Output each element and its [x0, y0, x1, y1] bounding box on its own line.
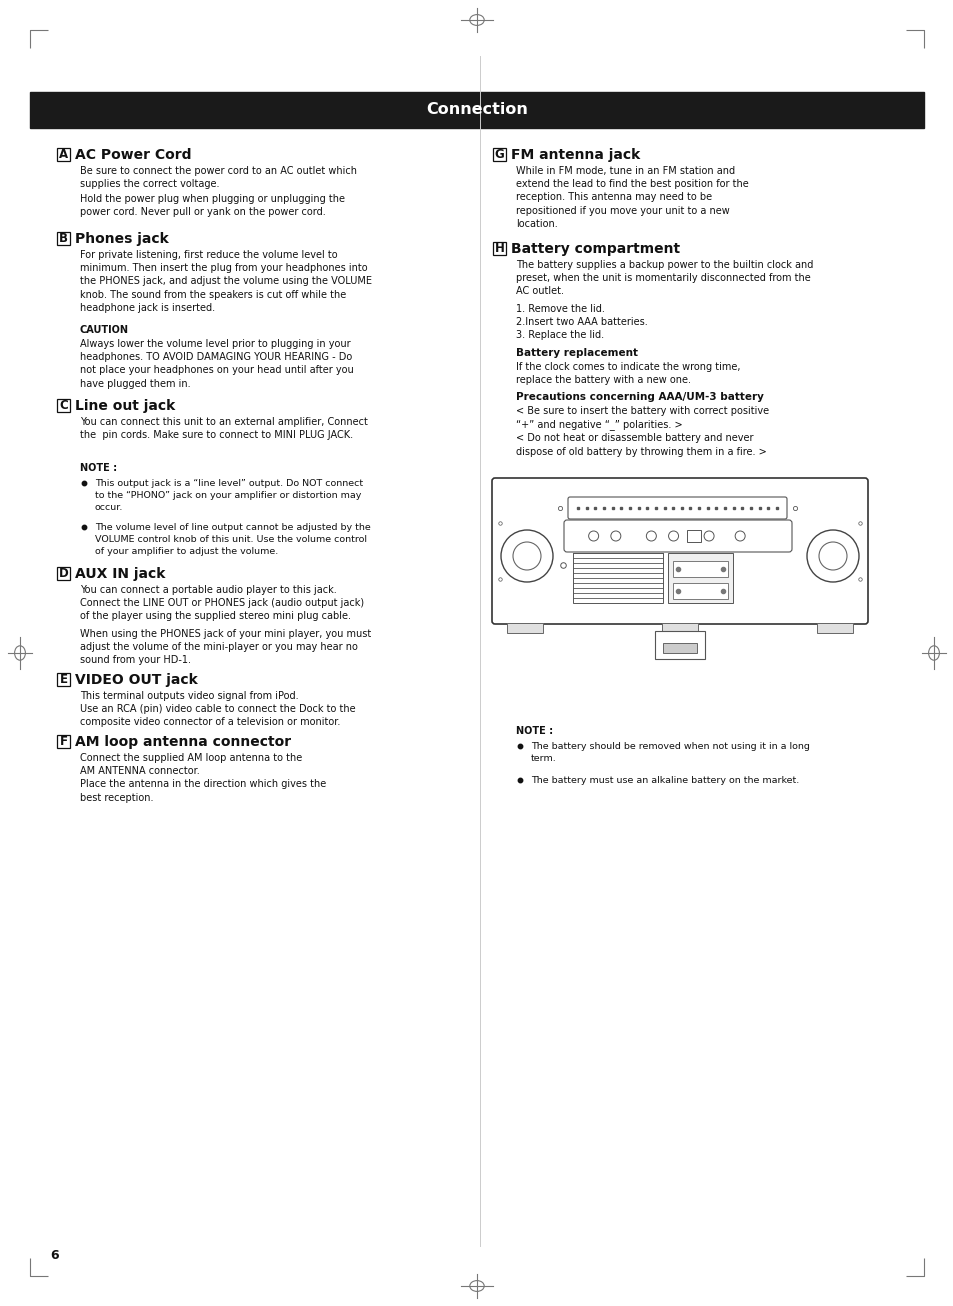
Bar [667, 552, 732, 603]
Text: For private listening, first reduce the volume level to
minimum. Then insert the: For private listening, first reduce the … [80, 249, 372, 313]
Bar [573, 552, 662, 603]
Text: Connection: Connection [426, 102, 527, 118]
Text: Always lower the volume level prior to plugging in your
headphones. TO AVOID DAM: Always lower the volume level prior to p… [80, 340, 354, 389]
Text: H: H [494, 242, 504, 255]
Bar [57, 232, 70, 246]
Text: F: F [59, 735, 68, 748]
Text: While in FM mode, tune in an FM station and
extend the lead to find the best pos: While in FM mode, tune in an FM station … [516, 166, 748, 229]
Bar [57, 735, 70, 748]
Circle shape [610, 532, 620, 541]
Text: CAUTION: CAUTION [80, 325, 129, 336]
Text: C: C [59, 400, 68, 411]
Text: If the clock comes to indicate the wrong time,
replace the battery with a new on: If the clock comes to indicate the wrong… [516, 362, 740, 385]
Bar [672, 582, 727, 599]
Text: This output jack is a “line level” output. Do NOT connect
to the “PHONO” jack on: This output jack is a “line level” outpu… [95, 479, 363, 512]
Circle shape [646, 532, 656, 541]
Text: G: G [494, 148, 504, 161]
Circle shape [703, 532, 714, 541]
Text: The volume level of line output cannot be adjusted by the
VOLUME control knob of: The volume level of line output cannot b… [95, 522, 371, 555]
Text: You can connect this unit to an external amplifier, Connect
the  pin cords. Make: You can connect this unit to an external… [80, 417, 368, 440]
Bar [661, 623, 698, 633]
Circle shape [588, 532, 598, 541]
Text: < Be sure to insert the battery with correct positive
“+” and negative “_” polar: < Be sure to insert the battery with cor… [516, 406, 768, 457]
FancyBboxPatch shape [563, 520, 791, 552]
Circle shape [668, 532, 678, 541]
Text: NOTE :: NOTE : [80, 464, 117, 473]
Bar [57, 567, 70, 580]
Text: The battery must use an alkaline battery on the market.: The battery must use an alkaline battery… [531, 776, 799, 785]
Bar [57, 673, 70, 686]
Text: Line out jack: Line out jack [75, 400, 175, 413]
Text: Battery replacement: Battery replacement [516, 347, 638, 358]
Circle shape [806, 530, 858, 582]
Text: The battery supplies a backup power to the builtin clock and
preset, when the un: The battery supplies a backup power to t… [516, 260, 813, 296]
Bar [662, 643, 697, 653]
Text: When using the PHONES jack of your mini player, you must
adjust the volume of th: When using the PHONES jack of your mini … [80, 629, 371, 665]
Text: E: E [59, 673, 68, 686]
Bar [30, 91, 923, 128]
Circle shape [818, 542, 846, 569]
Bar [57, 400, 70, 411]
Bar [672, 562, 727, 577]
Text: The battery should be removed when not using it in a long
term.: The battery should be removed when not u… [531, 742, 809, 763]
Text: Hold the power plug when plugging or unplugging the
power cord. Never pull or ya: Hold the power plug when plugging or unp… [80, 195, 345, 217]
Text: NOTE :: NOTE : [516, 726, 553, 737]
Bar [816, 623, 852, 633]
Text: 6: 6 [50, 1249, 58, 1262]
Text: 1. Remove the lid.
2.Insert two AAA batteries.
3. Replace the lid.: 1. Remove the lid. 2.Insert two AAA batt… [516, 304, 647, 341]
Circle shape [513, 542, 540, 569]
Bar [655, 631, 704, 660]
Text: You can connect a portable audio player to this jack.
Connect the LINE OUT or PH: You can connect a portable audio player … [80, 585, 364, 622]
Text: D: D [58, 567, 69, 580]
Bar [493, 242, 505, 255]
Bar [493, 148, 505, 161]
FancyBboxPatch shape [492, 478, 867, 624]
Text: AM loop antenna connector: AM loop antenna connector [75, 735, 291, 750]
Text: FM antenna jack: FM antenna jack [511, 148, 639, 162]
Text: AUX IN jack: AUX IN jack [75, 567, 165, 581]
Text: Battery compartment: Battery compartment [511, 242, 679, 256]
Text: AC Power Cord: AC Power Cord [75, 148, 192, 162]
Text: This terminal outputs video signal from iPod.
Use an RCA (pin) video cable to co: This terminal outputs video signal from … [80, 691, 355, 727]
Text: Connect the supplied AM loop antenna to the
AM ANTENNA connector.
Place the ante: Connect the supplied AM loop antenna to … [80, 754, 326, 803]
Circle shape [500, 530, 553, 582]
Text: B: B [59, 232, 68, 246]
Circle shape [735, 532, 744, 541]
Text: A: A [59, 148, 68, 161]
Bar [506, 623, 542, 633]
Bar [57, 148, 70, 161]
FancyBboxPatch shape [567, 498, 786, 518]
Text: VIDEO OUT jack: VIDEO OUT jack [75, 673, 197, 687]
Bar [686, 530, 700, 542]
Text: Phones jack: Phones jack [75, 232, 169, 246]
Text: Be sure to connect the power cord to an AC outlet which
supplies the correct vol: Be sure to connect the power cord to an … [80, 166, 356, 189]
Text: Precautions concerning AAA/UM-3 battery: Precautions concerning AAA/UM-3 battery [516, 392, 763, 402]
